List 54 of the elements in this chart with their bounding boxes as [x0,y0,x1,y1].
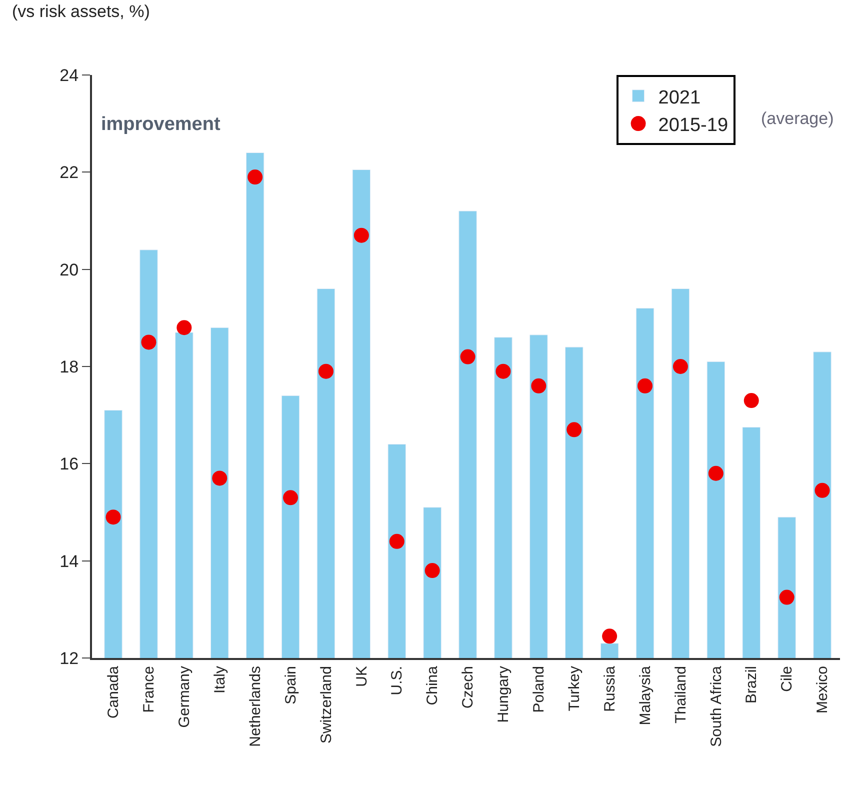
annotation: improvement [101,114,221,135]
x-tick-label: Switzerland [318,666,335,744]
x-tick-label: Poland [530,666,548,713]
x-tick-label: U.S. [388,666,406,696]
y-tick-label: 14 [60,552,79,571]
point [744,393,759,408]
point [176,320,192,336]
x-tick-label: Malaysia [636,665,654,726]
point [496,364,511,379]
point [389,534,404,549]
point [318,364,334,379]
x-tick-label: Czech [460,666,477,709]
legend-label: 2015-19 [658,114,728,136]
point [283,490,298,506]
y-tick-label: 24 [60,66,79,85]
x-tick-label: Brazil [743,666,760,704]
point [460,349,476,364]
point [141,334,156,350]
x-tick-label: China [424,665,442,706]
point [566,422,582,438]
point [814,482,830,498]
point [638,378,653,394]
x-tick-label: Spain [282,666,300,704]
point [708,466,724,481]
x-tick-label: Hungary [495,666,512,723]
point [602,628,618,644]
x-tick-label: Germany [176,666,194,728]
point [531,378,546,394]
point [212,470,228,486]
x-tick-label: Netherlands [246,666,264,747]
y-tick-label: 22 [60,163,79,182]
x-tick-label: Canada [105,665,122,719]
x-tick-label: Cile [778,666,796,692]
point [354,228,369,243]
x-tick-label: Russia [601,665,618,712]
point [248,170,263,185]
y-tick-label: 12 [60,648,79,668]
point [672,359,688,374]
point [779,590,794,605]
point [106,510,121,525]
y-tick-label: 16 [60,454,79,474]
x-tick-label: South Africa [708,665,725,747]
x-tick-label: Italy [211,666,228,694]
point [424,563,440,578]
x-tick-label: UK [353,666,370,687]
y-tick-label: 18 [60,357,79,376]
x-tick-label: Turkey [566,666,583,712]
y-tick-label: 20 [60,260,79,280]
y-axis-title: (vs risk assets, %) [12,2,150,21]
legend-label: 2021 [658,87,701,108]
x-tick-label: Mexico [814,666,832,714]
annotation: (average) [761,109,834,128]
x-tick-label: France [140,666,158,713]
x-tick-label: Thailand [672,666,690,724]
